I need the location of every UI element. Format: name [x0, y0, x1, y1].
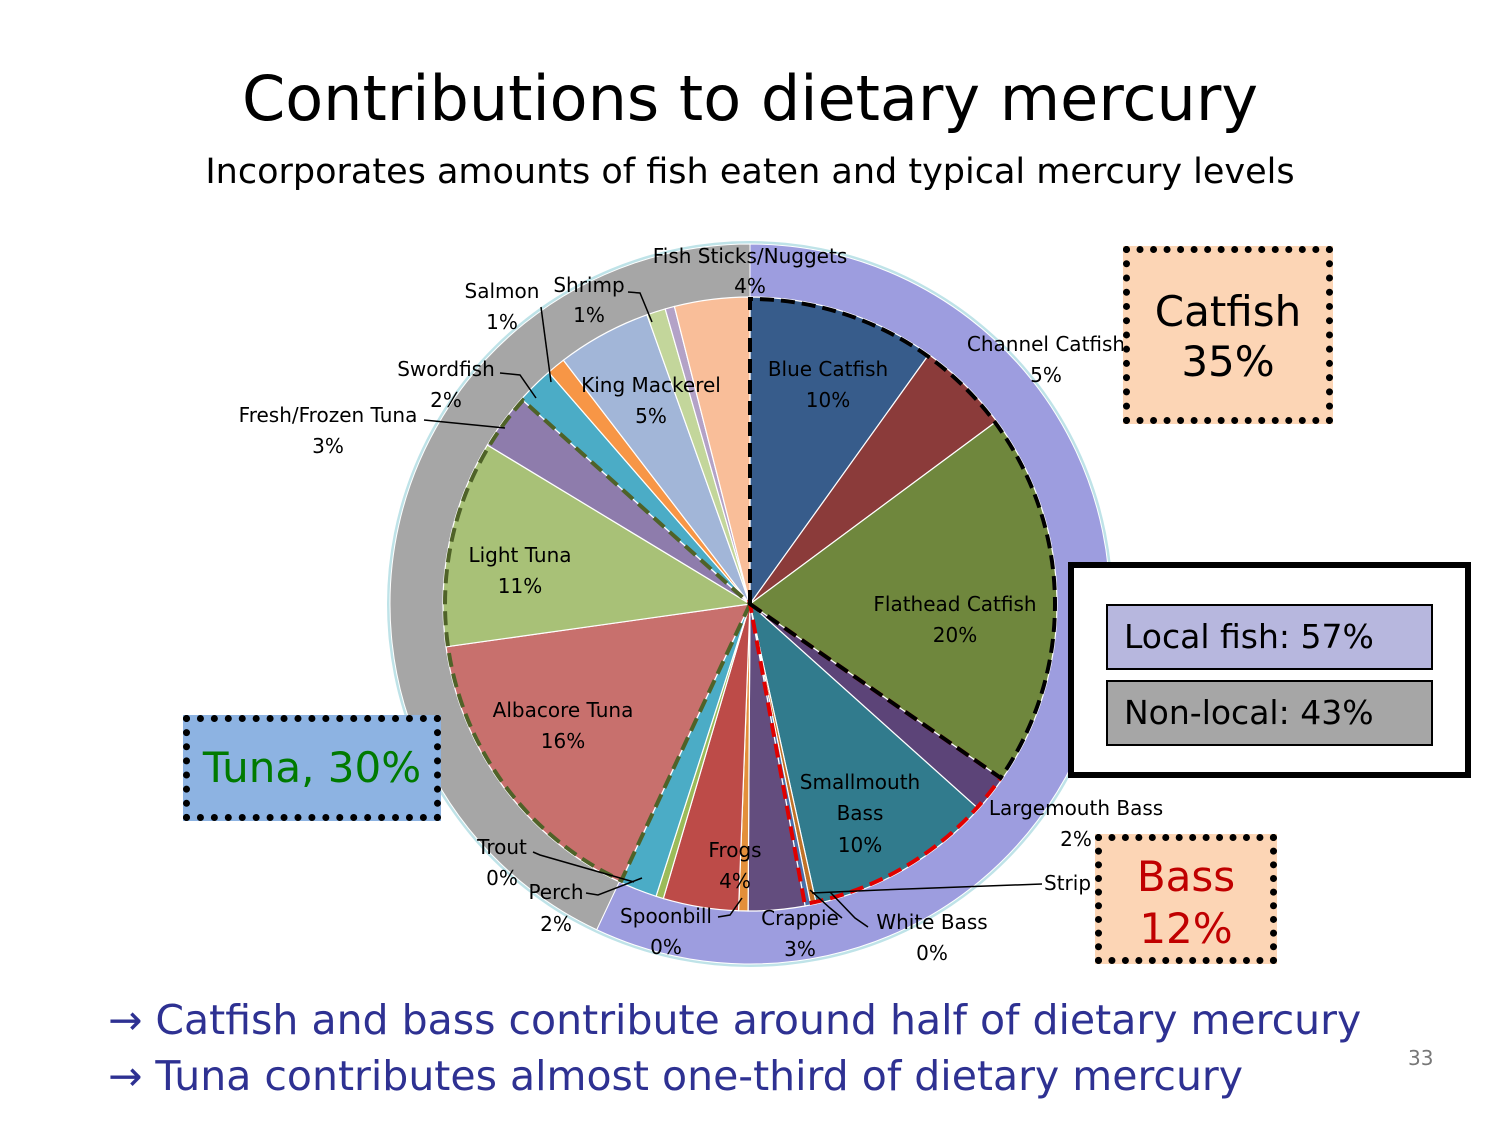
- catfish-callout: Catfish 35%: [1123, 246, 1333, 424]
- legend-local: Local fish: 57%: [1106, 604, 1433, 670]
- label-perch-name: Perch: [528, 880, 583, 904]
- label-flathead-name: Flathead Catfish: [873, 592, 1036, 616]
- catfish-group-outline: [748, 296, 1057, 781]
- slice-labels: Fish Sticks/Nuggets 4% Shrimp 1% Salmon …: [239, 244, 1164, 965]
- bass-callout-pct: 12%: [1139, 904, 1233, 953]
- leader-crappie: [809, 889, 843, 919]
- slide-title: Contributions to dietary mercury: [241, 62, 1259, 135]
- catfish-callout-pct: 35%: [1181, 337, 1275, 386]
- label-smallmouth-name-2: Bass: [837, 801, 884, 825]
- page-number: 33: [1408, 1046, 1434, 1070]
- label-white-bass-pct: 0%: [916, 941, 948, 965]
- label-trout-name: Trout: [476, 835, 527, 859]
- takeaway-bullets: → Catfish and bass contribute around hal…: [108, 992, 1361, 1104]
- catfish-callout-name: Catfish: [1154, 287, 1302, 336]
- label-albacore-name: Albacore Tuna: [493, 698, 634, 722]
- label-light-tuna-pct: 11%: [498, 574, 542, 598]
- label-fish-sticks-pct: 4%: [734, 274, 766, 298]
- label-striped-name: Strip: [1044, 871, 1091, 895]
- label-white-bass-name: White Bass: [876, 910, 987, 934]
- label-shrimp-name: Shrimp: [553, 273, 624, 297]
- label-shrimp-pct: 1%: [573, 303, 605, 327]
- label-king-mackerel-pct: 5%: [635, 404, 667, 428]
- label-salmon-name: Salmon: [465, 279, 540, 303]
- arrow-icon: →: [108, 996, 143, 1044]
- bass-group-outline: [747, 599, 1004, 907]
- label-smallmouth-pct: 10%: [838, 833, 882, 857]
- label-blue-catfish-name: Blue Catfish: [768, 357, 888, 381]
- arrow-icon: →: [108, 1052, 143, 1100]
- label-largemouth-name: Largemouth Bass: [989, 796, 1163, 820]
- leader-spoonbill: [717, 897, 743, 918]
- label-albacore-pct: 16%: [541, 729, 585, 753]
- slice-smallmouth-bass: [749, 602, 980, 905]
- label-king-mackerel-name: King Mackerel: [581, 373, 721, 397]
- label-perch-pct: 2%: [540, 912, 572, 936]
- bass-callout: Bass 12%: [1095, 834, 1277, 964]
- bullet-1: → Catfish and bass contribute around hal…: [108, 992, 1361, 1048]
- label-largemouth-pct: 2%: [1060, 827, 1092, 851]
- group-outlines: [443, 296, 1057, 907]
- label-fish-sticks-name: Fish Sticks/Nuggets: [653, 244, 847, 268]
- label-salmon-pct: 1%: [486, 310, 518, 334]
- label-frogs-pct: 4%: [719, 869, 751, 893]
- label-swordfish-pct: 2%: [430, 388, 462, 412]
- slide-subtitle: Incorporates amounts of fish eaten and t…: [205, 152, 1295, 192]
- bullet-2: → Tuna contributes almost one-third of d…: [108, 1048, 1361, 1104]
- bullet-1-text: Catfish and bass contribute around half …: [155, 996, 1362, 1044]
- inner-pie: [442, 296, 1058, 912]
- label-fresh-tuna-pct: 3%: [312, 434, 344, 458]
- label-flathead-pct: 20%: [933, 623, 977, 647]
- leader-striped: [811, 883, 1043, 894]
- label-blue-catfish-pct: 10%: [806, 388, 850, 412]
- tuna-group-outline: [443, 397, 753, 884]
- bullet-2-text: Tuna contributes almost one-third of die…: [155, 1052, 1244, 1100]
- label-trout-pct: 0%: [486, 866, 518, 890]
- label-crappie-name: Crappie: [761, 906, 839, 930]
- label-spoonbill-name: Spoonbill: [620, 904, 712, 928]
- local-legend: Local fish: 57% Non-local: 43%: [1068, 562, 1471, 778]
- bass-callout-name: Bass: [1136, 852, 1236, 901]
- leader-lines: [423, 291, 1043, 928]
- leader-perch: [585, 877, 643, 896]
- label-spoonbill-pct: 0%: [650, 935, 682, 959]
- label-channel-catfish-name: Channel Catfish: [967, 332, 1125, 356]
- label-light-tuna-name: Light Tuna: [468, 543, 571, 567]
- leader-shrimp: [627, 291, 653, 323]
- leader-swordfish: [499, 372, 537, 399]
- label-crappie-pct: 3%: [784, 937, 816, 961]
- label-channel-catfish-pct: 5%: [1030, 363, 1062, 387]
- leader-trout: [532, 851, 635, 883]
- leader-salmon: [540, 306, 552, 383]
- legend-nonlocal: Non-local: 43%: [1106, 680, 1433, 746]
- tuna-callout-text: Tuna, 30%: [202, 743, 422, 792]
- label-fresh-tuna-name: Fresh/Frozen Tuna: [239, 403, 418, 427]
- label-smallmouth-name-1: Smallmouth: [800, 770, 920, 794]
- leader-fresh-tuna: [423, 419, 506, 429]
- leader-white-bass: [829, 891, 869, 928]
- label-frogs-name: Frogs: [708, 838, 761, 862]
- tuna-callout: Tuna, 30%: [183, 715, 441, 821]
- label-swordfish-name: Swordfish: [397, 357, 495, 381]
